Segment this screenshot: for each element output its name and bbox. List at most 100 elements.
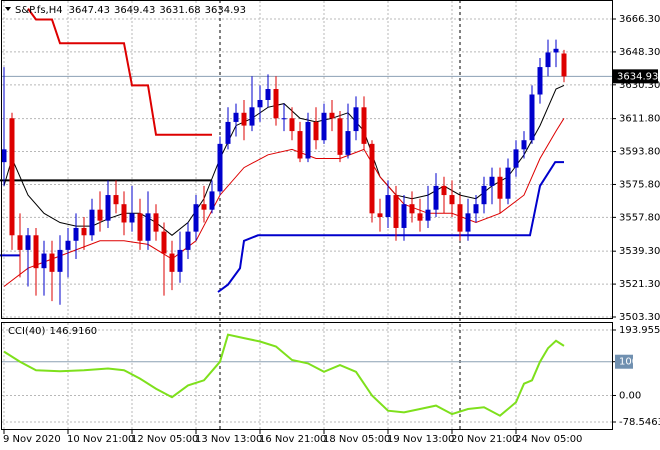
y-tick-label: 3666.30 — [619, 14, 660, 25]
candle-body — [521, 140, 527, 150]
candle-body — [441, 185, 447, 196]
candle-body — [553, 48, 559, 53]
candle-body — [209, 191, 215, 210]
y-tick-label: 3521.30 — [619, 279, 660, 290]
candle-body — [97, 209, 103, 221]
candle-body — [353, 107, 359, 132]
candle-body — [337, 118, 343, 155]
candle-body — [273, 89, 279, 119]
price-label-bg — [613, 69, 658, 84]
y-tick-label: 3611.80 — [619, 114, 660, 125]
candle-body — [241, 112, 247, 126]
candle-body — [49, 253, 55, 272]
candle-body — [545, 52, 551, 68]
candle-body — [361, 107, 367, 144]
indicator-frame — [1, 322, 613, 430]
y-tick-label: 100 — [619, 357, 638, 368]
line — [3, 333, 565, 417]
ohlc-high: 3649.43 — [114, 5, 155, 16]
candle-body — [1, 149, 7, 163]
candle-body — [329, 112, 335, 119]
symbol: S&P.fs,H4 — [15, 5, 63, 16]
candle-body — [81, 227, 87, 236]
candle-body — [489, 176, 495, 186]
candle-body — [385, 195, 391, 217]
y-tick-label: 193.9559 — [619, 325, 660, 336]
x-tick-label: 18 Nov 05:00 — [323, 434, 390, 445]
candle-body — [185, 231, 191, 250]
price-label: 3634.93 — [617, 71, 658, 82]
candle-body — [257, 99, 263, 108]
candle-body — [281, 118, 287, 120]
candle-body — [369, 143, 375, 214]
candle-body — [305, 121, 311, 159]
candle-body — [297, 131, 303, 159]
candle-body — [193, 204, 199, 232]
candle-body — [169, 253, 175, 272]
candle-body — [145, 213, 151, 241]
y-tick-label: 3630.30 — [619, 80, 660, 91]
y-tick-label: 3503.30 — [619, 312, 660, 323]
line — [0, 161, 564, 293]
candle-body — [433, 185, 439, 210]
candle-body — [33, 235, 39, 269]
candle-body — [153, 213, 159, 232]
x-tick-label: 10 Nov 21:00 — [67, 434, 134, 445]
candle-body — [201, 204, 207, 210]
candle-body — [65, 240, 71, 250]
indicator-name: CCI(40) — [8, 326, 46, 337]
y-tick-label: 3593.80 — [619, 147, 660, 158]
grid — [2, 1, 612, 429]
x-tick-label: 19 Nov 13:00 — [387, 434, 454, 445]
candle-body — [113, 195, 119, 205]
x-tick-label: 24 Nov 05:00 — [515, 434, 582, 445]
candle-body — [377, 213, 383, 217]
candle-body — [57, 249, 63, 272]
y-tick-label: 3575.80 — [619, 179, 660, 190]
y-tick-label: 3539.30 — [619, 246, 660, 257]
ohlc-low: 3631.68 — [159, 5, 200, 16]
candle-body — [497, 176, 503, 199]
candle-body — [313, 121, 319, 141]
candle-body — [289, 118, 295, 132]
candle-body — [233, 112, 239, 122]
candle-body — [137, 213, 143, 241]
main-frame — [1, 0, 613, 319]
line — [3, 118, 565, 287]
candle-body — [457, 204, 463, 232]
candle-body — [417, 213, 423, 221]
menu-arrow[interactable] — [5, 7, 11, 11]
candle-body — [89, 209, 95, 236]
chart-title: S&P.fs,H4 3647.43 3649.43 3631.68 3634.93 — [15, 5, 246, 16]
candle-body — [473, 204, 479, 214]
candle-body — [505, 167, 511, 199]
x-tick-label: 12 Nov 05:00 — [131, 434, 198, 445]
indicator-value: 146.9160 — [49, 326, 97, 337]
candle-body — [449, 195, 455, 205]
x-tick-label: 9 Nov 2020 — [3, 434, 61, 445]
candle-body — [425, 209, 431, 221]
candle-body — [529, 94, 535, 141]
x-tick-label: 16 Nov 21:00 — [259, 434, 326, 445]
y-tick-label: 3648.30 — [619, 47, 660, 58]
candle-body — [225, 121, 231, 144]
candle-body — [17, 235, 23, 250]
candle-body — [393, 195, 399, 228]
candle-body — [481, 185, 487, 205]
candle-body — [561, 53, 567, 77]
candle-body — [217, 143, 223, 192]
ohlc-open: 3647.43 — [69, 5, 110, 16]
candle-body — [25, 235, 31, 250]
candle-body — [249, 107, 255, 126]
candle-body — [41, 253, 47, 269]
candle-body — [265, 89, 271, 100]
y-tick-label: -78.5463 — [619, 417, 660, 428]
candle-body — [105, 195, 111, 221]
candle-body — [345, 131, 351, 155]
indicator-title: CCI(40) 146.9160 — [8, 326, 97, 337]
candle-body — [465, 213, 471, 232]
ohlc-close: 3634.93 — [205, 5, 246, 16]
